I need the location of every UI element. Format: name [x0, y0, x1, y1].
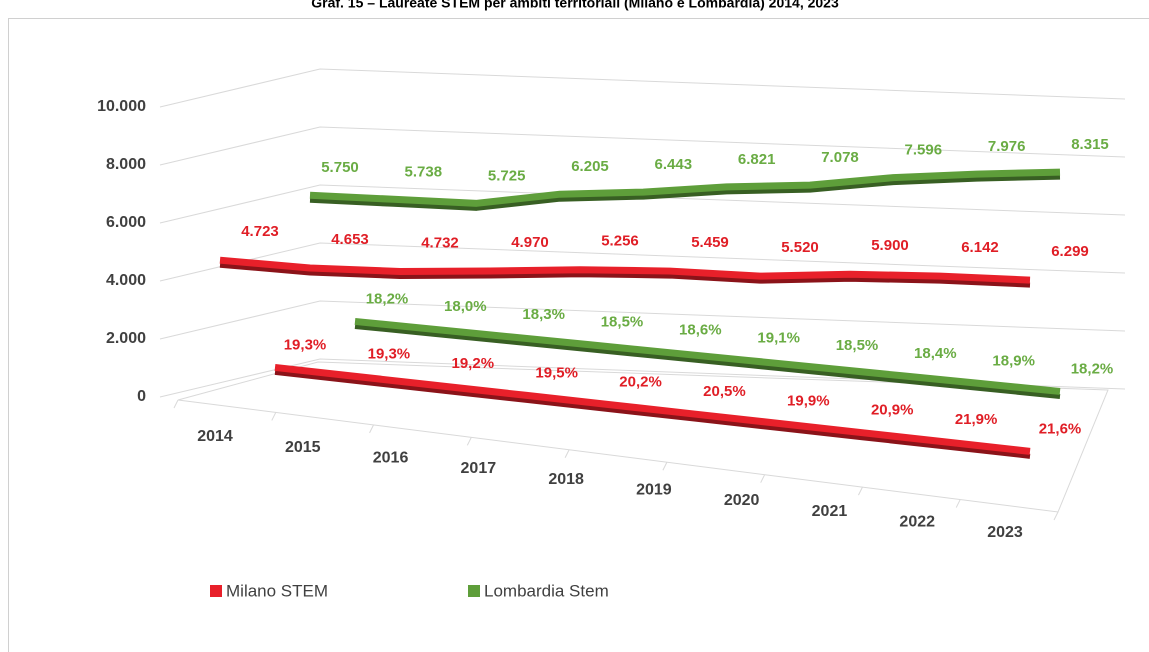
data-label: 6.142 [961, 239, 999, 256]
data-label: 18,5% [601, 314, 644, 331]
data-label: 5.750 [321, 159, 359, 176]
ribbon-top [274, 363, 1031, 455]
x-tick [1053, 511, 1059, 521]
x-tick-label: 2015 [285, 439, 321, 456]
data-label: 18,5% [836, 337, 879, 354]
data-label: 7.976 [988, 138, 1026, 155]
x-tick [662, 461, 668, 471]
grid-line [159, 300, 1126, 340]
grid-line [159, 68, 1126, 108]
data-label: 5.520 [781, 239, 819, 256]
data-label: 5.900 [871, 237, 909, 254]
x-tick-label: 2018 [548, 471, 584, 488]
x-tick [173, 399, 179, 409]
legend-label: Lombardia Stem [484, 581, 609, 600]
data-label: 4.732 [421, 234, 459, 251]
data-label: 19,1% [757, 329, 800, 346]
x-tick-label: 2014 [197, 428, 233, 445]
legend-swatch [210, 585, 222, 597]
x-tick [271, 412, 277, 421]
grid-line [159, 126, 1126, 166]
data-label: 18,2% [366, 290, 409, 307]
x-tick-label: 2020 [724, 492, 760, 509]
legend-swatch [468, 585, 480, 597]
data-label: 19,3% [368, 346, 411, 363]
legend-label: Milano STEM [226, 581, 328, 600]
ribbon-side [274, 369, 1031, 459]
data-label: 6.205 [571, 158, 609, 175]
x-tick-label: 2017 [461, 460, 497, 477]
y-tick-label: 6.000 [106, 214, 146, 231]
x-tick [955, 499, 961, 508]
ribbon-top [354, 317, 1061, 395]
data-label: 21,9% [955, 411, 998, 428]
y-tick-label: 8.000 [106, 156, 146, 173]
data-label: 19,2% [452, 355, 495, 372]
data-label: 5.459 [691, 234, 729, 251]
data-label: 18,2% [1071, 360, 1114, 377]
ribbon-side [354, 323, 1061, 399]
data-label: 21,6% [1039, 420, 1082, 437]
data-label: 4.653 [331, 231, 369, 248]
data-label: 19,3% [284, 336, 327, 353]
ribbon-top [219, 256, 1031, 284]
data-label: 5.738 [405, 163, 443, 180]
x-tick [857, 486, 863, 496]
data-label: 8.315 [1071, 136, 1109, 153]
data-label: 6.443 [655, 156, 693, 173]
data-label: 7.078 [821, 149, 859, 166]
x-tick [564, 449, 570, 459]
data-label: 19,5% [535, 364, 578, 381]
grid-line [159, 242, 1126, 282]
data-label: 5.256 [601, 233, 639, 250]
y-tick-label: 0 [137, 388, 146, 405]
x-tick [760, 474, 766, 483]
x-tick-label: 2022 [899, 514, 935, 531]
data-label: 18,6% [679, 322, 722, 339]
data-label: 18,4% [914, 345, 957, 362]
data-label: 18,9% [992, 353, 1035, 370]
data-label: 4.723 [241, 223, 279, 240]
data-label: 20,2% [619, 374, 662, 391]
grid-line [159, 184, 1126, 224]
data-label: 19,9% [787, 392, 830, 409]
y-tick-label: 10.000 [97, 98, 146, 115]
data-label: 4.970 [511, 234, 549, 251]
ribbon-side [219, 262, 1031, 288]
x-tick [466, 437, 472, 446]
data-label: 20,9% [871, 402, 914, 419]
data-label: 18,3% [522, 306, 565, 323]
ribbon-top [309, 168, 1061, 207]
chart-border [8, 18, 1149, 652]
chart-title: Graf. 15 – Laureate STEM per ambiti terr… [311, 0, 839, 11]
x-tick-label: 2019 [636, 482, 672, 499]
data-label: 7.596 [905, 142, 943, 159]
x-tick [369, 424, 375, 434]
x-tick-label: 2016 [373, 450, 409, 467]
data-label: 20,5% [703, 383, 746, 400]
y-tick-label: 2.000 [106, 330, 146, 347]
grid-line [159, 358, 1126, 398]
x-tick-label: 2023 [987, 524, 1023, 541]
data-label: 6.821 [738, 151, 776, 168]
x-tick-label: 2021 [812, 503, 848, 520]
y-tick-label: 4.000 [106, 272, 146, 289]
data-label: 6.299 [1051, 243, 1089, 260]
data-label: 5.725 [488, 167, 526, 184]
data-label: 18,0% [444, 298, 487, 315]
ribbon-side [309, 174, 1061, 211]
